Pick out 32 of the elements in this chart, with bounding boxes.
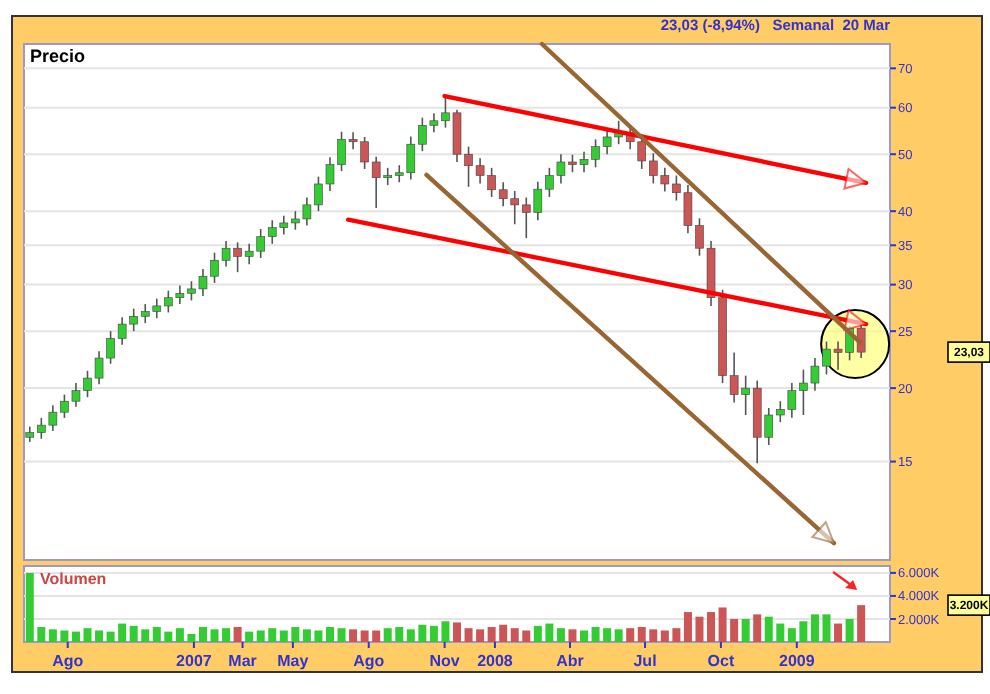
bar [707, 612, 716, 642]
x-tick-label: 2008 [477, 652, 514, 670]
x-tick-label: Ago [52, 652, 84, 670]
x-tick-label: Mar [228, 652, 257, 670]
bar [245, 631, 254, 642]
bar [845, 618, 854, 642]
bar [556, 628, 565, 642]
x-tick-label: 2007 [176, 652, 213, 670]
y-axis-title: Volumen [40, 570, 107, 588]
bar [233, 627, 242, 642]
x-tick-label: Jul [633, 652, 657, 670]
x-tick-label: Ago [353, 652, 385, 670]
bar [198, 627, 207, 642]
x-tick-label: Oct [707, 652, 735, 670]
bar [568, 629, 577, 642]
bar [580, 630, 589, 642]
bar [71, 631, 80, 642]
bar [741, 618, 750, 642]
bar [349, 629, 358, 642]
bar [453, 622, 461, 642]
x-tick-label: 2009 [779, 652, 816, 670]
x-tick-label: May [277, 652, 310, 670]
bar [834, 623, 843, 642]
bar [325, 627, 334, 642]
y-axis-title: Precio [30, 46, 87, 66]
bar [753, 614, 762, 642]
x-tick-label: Abr [556, 652, 584, 670]
bar [857, 605, 866, 642]
x-tick-label: Nov [429, 652, 461, 670]
bar [337, 628, 346, 642]
bar [614, 629, 623, 642]
bar [626, 628, 635, 642]
